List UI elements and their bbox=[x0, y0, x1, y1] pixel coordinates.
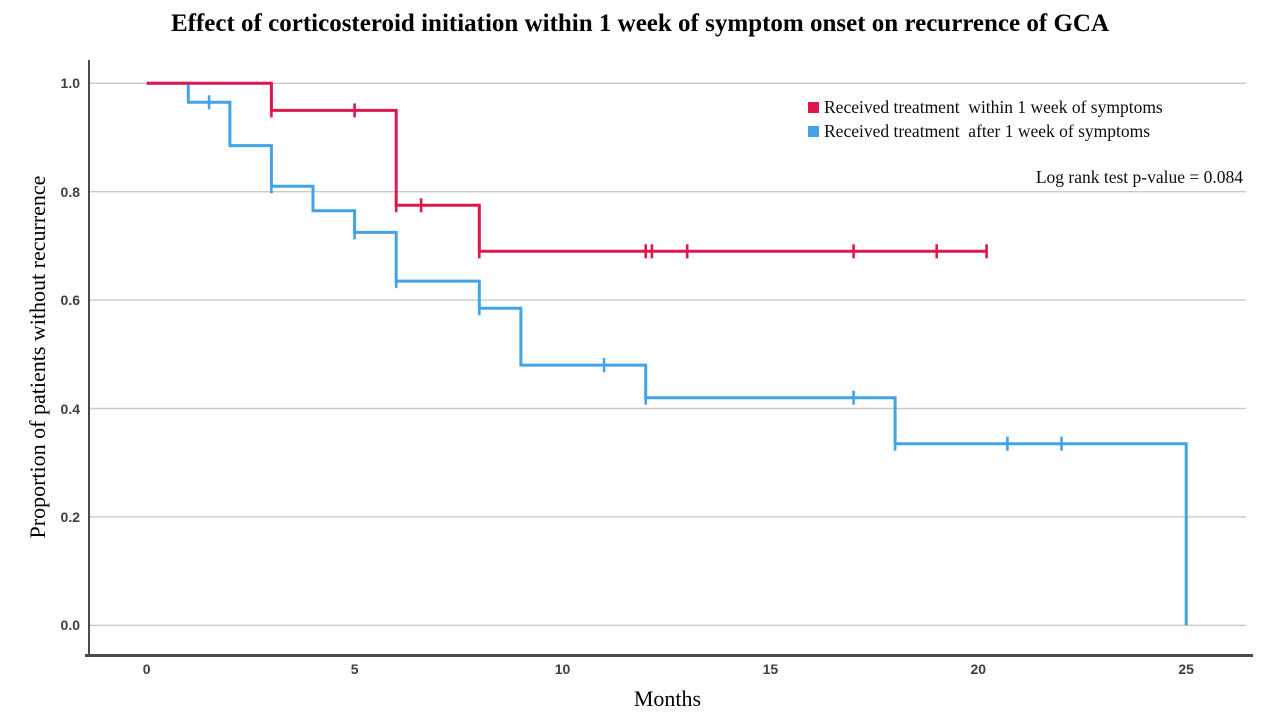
y-axis-line bbox=[88, 60, 90, 656]
legend-item: Received treatment within 1 week of symp… bbox=[808, 95, 1163, 119]
km-curve-1 bbox=[146, 81, 987, 253]
y-tick-label: 1.0 bbox=[60, 75, 80, 92]
chart-title: Effect of corticosteroid initiation with… bbox=[170, 10, 1110, 37]
x-axis-line bbox=[85, 654, 1253, 657]
y-axis-title: Proportion of patients without recurrenc… bbox=[25, 175, 50, 539]
km-curve-0 bbox=[146, 81, 1188, 626]
x-tick-label: 0 bbox=[142, 661, 151, 677]
log-rank-pvalue-annotation: Log rank test p-value = 0.084 bbox=[1035, 167, 1243, 187]
km-plot-area bbox=[89, 81, 1246, 626]
legend-swatch-icon bbox=[808, 101, 819, 113]
legend-swatch-icon bbox=[808, 125, 819, 137]
x-tick-label: 25 bbox=[1178, 661, 1194, 677]
x-tick-label: 15 bbox=[762, 661, 779, 677]
y-tick-label: 0.0 bbox=[60, 617, 80, 634]
x-tick-label: 20 bbox=[970, 661, 987, 677]
y-tick-label: 0.6 bbox=[60, 292, 80, 309]
x-axis-title: Months bbox=[633, 686, 702, 711]
y-tick-label: 0.4 bbox=[60, 400, 80, 417]
legend-label: Received treatment within 1 week of symp… bbox=[824, 96, 1163, 117]
x-tick-label: 10 bbox=[554, 661, 571, 677]
legend: Received treatment within 1 week of symp… bbox=[808, 95, 1163, 143]
legend-item: Received treatment after 1 week of sympt… bbox=[808, 119, 1163, 143]
x-tick-label: 5 bbox=[350, 661, 359, 677]
y-tick-label: 0.2 bbox=[60, 508, 80, 525]
y-tick-label: 0.8 bbox=[60, 183, 80, 200]
legend-label: Received treatment after 1 week of sympt… bbox=[824, 120, 1151, 141]
